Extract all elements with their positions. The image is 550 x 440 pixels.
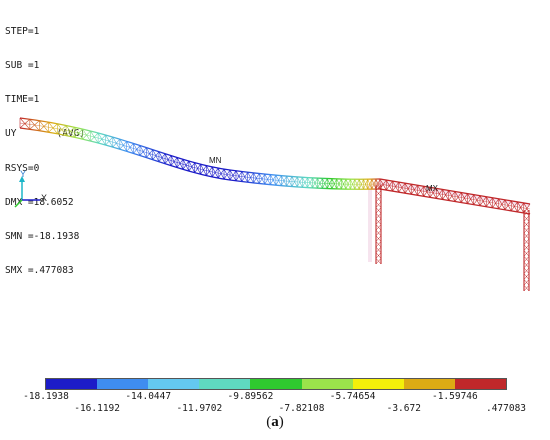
triad-y-label: Y [20,169,26,179]
legend-swatch-9 [454,379,506,389]
legend-top-label: -1.59746 [431,391,478,402]
legend-swatch-8 [403,379,455,389]
legend-top-label: -18.1938 [23,391,69,402]
pier-right [523,209,530,292]
legend-top-label: -9.89562 [227,391,274,402]
info-smn: SMN =-18.1938 [5,231,80,243]
legend-bottom-label: .477083 [485,403,527,414]
max-marker-label: MX [426,184,439,193]
info-result-item: UY (AVG) [5,128,86,140]
contour-legend-bar [45,378,507,390]
legend-top-label: -5.74654 [329,391,376,402]
info-sub: SUB =1 [5,60,40,72]
legend-swatch-6 [301,379,353,389]
legend-bottom-label: -7.82108 [278,403,325,414]
caption-letter: a [271,414,279,430]
caption-open: ( [266,414,272,430]
legend-swatch-1 [46,379,98,389]
min-marker-label: MN [209,156,222,165]
legend-bottom-label: -11.9702 [176,403,223,414]
legend-bottom-label: -3.672 [386,403,421,414]
info-time: TIME=1 [5,94,40,106]
caption-close: ) [278,414,284,430]
undeformed-outline [368,181,531,262]
info-smx: SMX =.477083 [5,265,74,277]
info-step: STEP=1 [5,25,40,37]
info-rsys: RSYS=0 [5,162,40,174]
figure-caption: (a) [0,414,550,431]
coordinate-triad-icon: Y X [14,169,47,208]
pier-left [375,184,382,265]
side-span-truss [379,178,531,215]
legend-bottom-label: -16.1192 [74,403,120,414]
main-span-truss [19,117,381,190]
legend-swatch-7 [352,379,404,389]
legend-swatch-3 [148,379,200,389]
legend-swatch-5 [250,379,302,389]
triad-x-label: X [41,193,47,203]
legend-swatch-4 [199,379,251,389]
legend-swatch-2 [97,379,149,389]
info-dmx: DMX =18.6052 [5,196,74,208]
legend-top-label: -14.0447 [125,391,172,402]
solution-info-panel: STEP=1 SUB =1 TIME=1 UY (AVG) RSYS=0 DMX… [5,3,85,288]
